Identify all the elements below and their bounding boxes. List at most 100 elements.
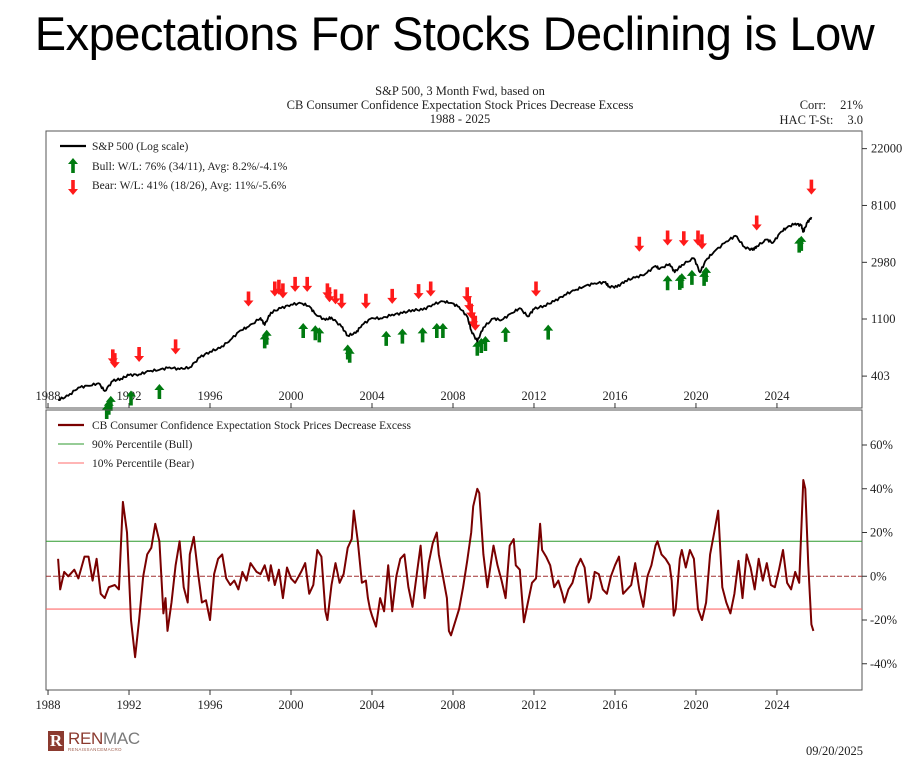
logo-subtitle: RENAISSANCEMACRO [68,746,122,752]
bear-arrow-icon [170,339,181,355]
legend-spx-label: S&P 500 (Log scale) [92,141,189,153]
bear-arrow-icon [806,179,817,195]
bull-arrow-icon [431,323,442,338]
bear-arrow-icon [387,288,398,304]
bottom-plot-frame [45,409,863,691]
legend-bull-threshold-label: 90% Percentile (Bull) [92,439,192,451]
top-y-tick-label: 1100 [871,312,896,326]
bull-signal-arrow [686,269,697,285]
bottom-x-tick-label: 2012 [521,698,546,712]
bear-signal-arrow [751,215,762,231]
bull-arrow-icon [796,235,807,251]
bottom-panel: 1988 1992 1996 2000 2004 2008 2012 2016 2020 2024… [36,409,897,712]
stat-hac: HAC T-St: 3.0 [780,113,863,128]
bear-signal-arrow [678,231,689,247]
bottom-x-tick-label: 2008 [440,698,465,712]
bull-signal-arrow [397,328,408,344]
bottom-y-axis: 60% 40% 20% 0% -20% -40% [862,438,897,671]
top-x-tick-label: 2004 [359,389,385,403]
bear-arrow-icon [470,315,481,331]
top-y-axis: 22000 8100 2980 1100 403 [862,142,902,383]
bull-signal-arrow [126,390,136,406]
top-y-tick-label: 8100 [871,198,896,212]
bull-arrow-icon [105,395,116,411]
bull-signal-arrow [298,323,309,338]
stats-box: Corr: 21% HAC T-St: 3.0 [780,98,863,128]
stat-hac-label: HAC T-St: [779,113,834,127]
bull-signal-arrow [701,266,712,282]
bear-arrow-icon [134,347,145,362]
bull-signal-arrow [417,327,428,343]
bottom-y-tick-label: 20% [870,526,893,540]
bear-signal-arrow [697,234,707,250]
bear-arrow-icon [751,215,762,231]
bull-signal-arrow [261,329,272,345]
top-x-tick-label: 1988 [36,389,61,403]
bear-arrow-icon [425,281,436,297]
bear-arrow-icon [360,293,371,309]
bear-signal-arrow [413,284,424,300]
chart-title-line-1: S&P 500, 3 Month Fwd, based on [375,84,545,98]
bottom-x-tick-label: 1988 [36,698,61,712]
bear-arrow-icon [678,231,689,247]
bull-arrow-icon [397,328,408,344]
bull-arrow-icon [126,390,136,406]
bull-signal-arrow [796,235,807,251]
bear-signal-arrow [470,315,481,331]
bull-arrow-icon [480,336,491,351]
bull-arrow-icon [154,384,165,399]
bear-arrow-icon [330,289,341,305]
bull-signal-arrow [662,275,673,291]
bull-signal-arrow [437,323,448,338]
bear-signal-arrow [662,230,673,246]
top-panel: 1988199219962000200420082012201620202024… [36,130,902,419]
bull-arrow-icon [543,324,554,340]
bear-signal-arrow [387,288,398,304]
bull-signal-arrow [500,326,511,342]
bull-arrow-icon [701,266,712,282]
top-x-tick-label: 2016 [602,389,627,403]
bear-signal-arrow [109,353,120,369]
bear-signal-arrow [360,293,371,309]
bull-arrow-icon [298,323,309,338]
legend-bear-arrow-icon [68,180,78,195]
bull-signal-arrow [431,323,442,338]
legend-bear-label: Bear: W/L: 41% (18/26), Avg: 11%/-5.6% [92,180,287,192]
logo-mark-icon: R [48,731,64,751]
chart-title: S&P 500, 3 Month Fwd, based on CB Consum… [200,84,720,126]
stat-corr-value: 21% [840,98,863,112]
top-signal-marks [101,179,817,419]
top-y-tick-label: 22000 [871,142,902,156]
chart-title-line-3: 1988 - 2025 [429,112,491,126]
bottom-y-tick-label: 0% [870,569,887,583]
bull-arrow-icon [662,275,673,291]
bottom-x-tick-label: 2000 [279,698,304,712]
bear-signal-arrow [243,291,254,307]
bull-arrow-icon [676,273,687,289]
bull-arrow-icon [417,327,428,343]
stat-corr-label: Corr: [799,98,827,112]
top-x-tick-label: 1996 [198,389,223,403]
bear-signal-arrow [290,276,301,292]
renmac-logo: R RENMAC RENAISSANCEMACRO [48,730,140,752]
top-x-tick-label: 2024 [764,389,790,403]
logo-wordmark: RENMAC RENAISSANCEMACRO [68,730,140,753]
bear-arrow-icon [302,276,313,292]
logo-ren: REN [68,728,103,748]
bull-arrow-icon [314,327,325,343]
top-y-tick-label: 2980 [871,255,896,269]
bull-signal-arrow [105,395,116,411]
bear-signal-arrow [634,236,645,252]
bottom-x-tick-label: 1992 [117,698,142,712]
bull-signal-arrow [480,336,491,351]
top-x-tick-label: 2008 [440,389,465,403]
bear-arrow-icon [109,353,120,369]
bull-arrow-icon [500,326,511,342]
bull-signal-arrow [543,324,554,340]
bottom-legend: CB Consumer Confidence Expectation Stock… [58,420,412,470]
legend-bear-threshold-label: 10% Percentile (Bear) [92,458,194,470]
bear-signal-arrow [806,179,817,195]
bottom-y-tick-label: -40% [870,657,897,671]
top-x-tick-label: 2012 [521,389,546,403]
